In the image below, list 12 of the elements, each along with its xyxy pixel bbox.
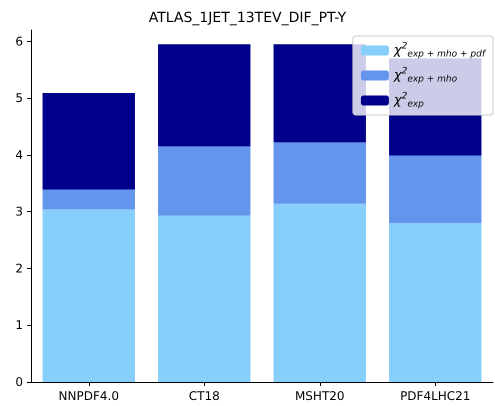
y-tick-label: 4 xyxy=(15,148,23,162)
y-tick-label: 6 xyxy=(15,34,23,48)
y-tick-label: 0 xyxy=(15,375,23,389)
y-tick-label: 2 xyxy=(15,261,23,276)
chart-title: ATLAS_1JET_13TEV_DIF_PT-Y xyxy=(148,10,347,26)
x-tick-label: NNPDF4.0 xyxy=(58,389,119,403)
x-tick-label: MSHT20 xyxy=(294,389,345,403)
x-tick-label: PDF4LHC21 xyxy=(400,389,470,403)
x-tick-label: CT18 xyxy=(188,389,220,403)
y-tick-label: 5 xyxy=(15,91,23,106)
y-tick-label: 3 xyxy=(15,204,23,219)
y-tick-label: 1 xyxy=(15,318,23,332)
